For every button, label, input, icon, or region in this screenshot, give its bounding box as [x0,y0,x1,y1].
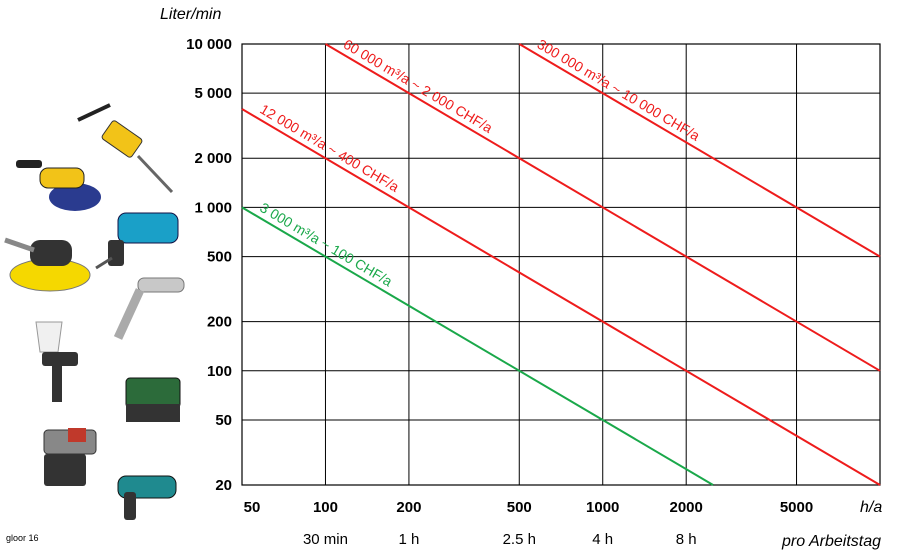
x-axis-secondary-title: pro Arbeitstag [781,533,881,550]
series-label: 12 000 m³/a ~ 400 CHF/a [257,101,402,195]
x-secondary-tick-label: 2.5 h [503,531,536,548]
x-secondary-tick-labels: 30 min 1 h 2.5 h 4 h 8 h [303,531,697,548]
x-tick-label: 5000 [780,499,813,516]
x-tick-label: 2000 [670,499,703,516]
credit-text: gloor 16 [6,533,39,543]
orbital-sander-icon [4,237,91,292]
y-tick-label: 20 [215,477,232,494]
series-line [324,43,881,372]
series-line [518,43,881,258]
series-label: 60 000 m³/a ~ 2 000 CHF/a [341,36,496,136]
y-tick-label: 50 [215,412,232,429]
y-tick-label: 500 [207,249,232,266]
y-tick-label: 1 000 [194,199,232,216]
impact-wrench-icon [95,212,179,270]
heat-gun-icon [117,475,177,520]
y-tick-labels: 10 000 5 000 2 000 1 000 500 200 100 50 20 [186,36,232,494]
x-axis-title: h/a [860,499,882,516]
y-tick-label: 200 [207,314,232,331]
y-tick-label: 10 000 [186,36,232,53]
x-tick-label: 1000 [586,499,619,516]
series-line [241,108,881,486]
blow-gun-icon [113,277,185,340]
x-secondary-tick-label: 8 h [676,531,697,548]
x-tick-label: 500 [507,499,532,516]
series-label: 300 000 m³/a ~ 10 000 CHF/a [535,36,703,144]
y-axis-title: Liter/min [160,6,221,23]
series-labels: 3 000 m³/a ~ 100 CHF/a12 000 m³/a ~ 400 … [257,36,703,290]
x-tick-labels: 50 100 200 500 1000 2000 5000 [244,499,814,516]
x-secondary-tick-label: 30 min [303,531,348,548]
x-tick-label: 100 [313,499,338,516]
x-secondary-tick-label: 1 h [399,531,420,548]
angle-grinder-icon [16,160,101,211]
x-tick-label: 200 [396,499,421,516]
x-tick-label: 50 [244,499,261,516]
stapler-icon [125,377,181,422]
tool-icons [4,103,185,520]
gridlines [241,43,881,486]
y-tick-label: 100 [207,363,232,380]
spray-gun-icon [35,321,78,402]
x-secondary-tick-label: 4 h [592,531,613,548]
y-tick-label: 5 000 [194,85,232,102]
nail-gun-icon [43,428,97,486]
jackhammer-icon [77,103,174,194]
series-label: 3 000 m³/a ~ 100 CHF/a [257,199,395,289]
series-line [241,206,714,486]
y-tick-label: 2 000 [194,150,232,167]
series-lines [241,43,881,486]
